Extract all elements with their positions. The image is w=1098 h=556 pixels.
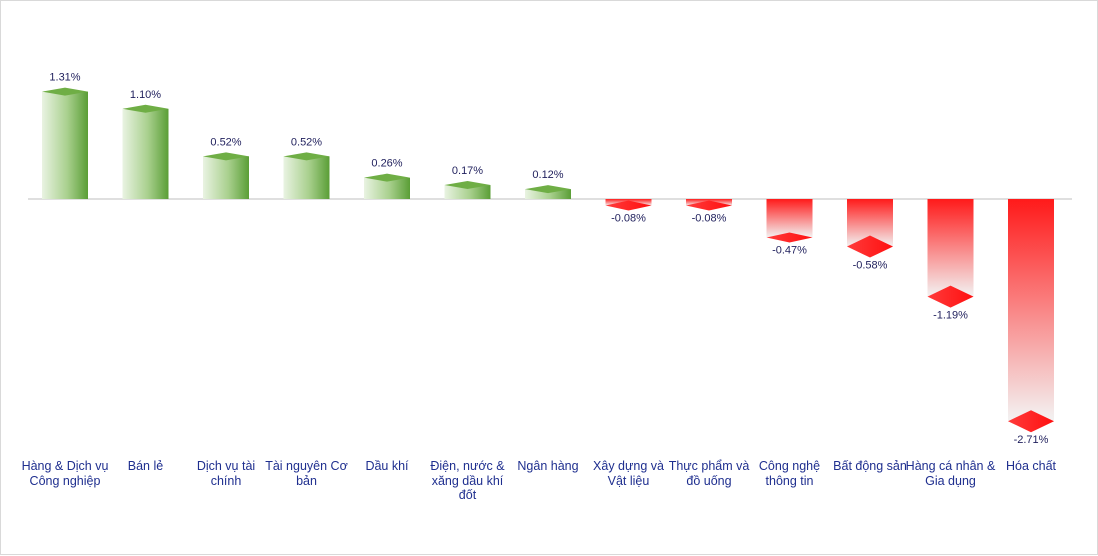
bar-top-cap: [42, 87, 88, 96]
category-label-7: Ngân hàng: [517, 459, 579, 473]
bar-bottom-cap: [847, 235, 893, 258]
category-label-6: Điện, nước & xăng dầu khí đốt: [430, 459, 505, 502]
bar-1: [42, 87, 88, 199]
bar-6: [444, 181, 491, 199]
bar-body: [444, 185, 491, 199]
category-label-13: Hóa chất: [1005, 459, 1057, 473]
bar-top-cap: [525, 185, 571, 194]
category-label-11: Bất động sản: [833, 459, 907, 473]
bar-body: [525, 189, 571, 199]
bar-top-cap: [122, 104, 169, 113]
data-label-1: 1.31%: [49, 72, 80, 84]
bar-13: [1008, 199, 1054, 433]
data-label-5: 0.26%: [371, 158, 402, 170]
data-label-7: 0.12%: [532, 169, 563, 181]
category-label-8: Xây dựng và Vật liệu: [593, 459, 664, 488]
data-label-3: 0.52%: [210, 136, 241, 148]
bar-12: [927, 199, 974, 308]
category-label-1: Hàng & Dịch vụ Công nghiệp: [21, 459, 109, 488]
data-labels-group: 1.31% 1.10% 0.52% 0.52% 0.26% 0.17% 0.12% -0.08…: [49, 72, 1048, 447]
data-label-2: 1.10%: [130, 89, 161, 101]
category-label-2: Bán lẻ: [127, 459, 164, 473]
bar-7: [525, 185, 571, 199]
category-label-5: Dầu khí: [365, 459, 409, 473]
bar-9: [686, 199, 732, 211]
bar-4: [283, 152, 330, 199]
bar-2: [122, 104, 169, 199]
category-label-4: Tài nguyên Cơ bản: [265, 459, 348, 488]
bar-top-cap: [283, 152, 330, 161]
data-label-11: -0.58%: [853, 260, 888, 272]
bar-body: [203, 156, 249, 199]
bars-group: [42, 87, 1054, 433]
bar-top-cap: [364, 173, 410, 182]
data-label-4: 0.52%: [291, 136, 322, 148]
bar-8: [605, 199, 652, 211]
bar-body: [42, 91, 88, 199]
bar-3: [203, 152, 249, 199]
category-label-12: Hàng cá nhân & Gia dụng: [905, 459, 996, 488]
bar-11: [847, 199, 893, 258]
bar-10: [766, 199, 813, 243]
data-label-12: -1.19%: [933, 310, 968, 322]
category-label-3: Dịch vụ tài chính: [196, 459, 256, 488]
bar-top-cap: [203, 152, 249, 161]
bar-bottom-cap: [927, 285, 974, 308]
bar-side-face: [632, 199, 652, 206]
bar-side-face: [954, 199, 974, 297]
bar-5: [364, 173, 410, 199]
data-label-6: 0.17%: [452, 165, 483, 177]
bar-bottom-cap: [766, 232, 813, 243]
bar-bottom-cap: [1008, 410, 1054, 433]
bar-body: [364, 177, 410, 199]
category-label-9: Thực phẩm và đồ uống: [668, 459, 750, 488]
bar-top-cap: [444, 181, 491, 190]
data-label-8: -0.08%: [611, 213, 646, 225]
bar-body: [283, 156, 330, 199]
data-label-13: -2.71%: [1014, 434, 1049, 446]
bar-bottom-cap: [605, 200, 652, 211]
bar-body: [122, 108, 169, 199]
bar-side-face: [1035, 199, 1054, 422]
bar-side-face: [713, 199, 732, 206]
category-label-10: Công nghệ thông tin: [758, 459, 821, 488]
data-label-9: -0.08%: [692, 213, 727, 225]
bar-side-face: [793, 199, 813, 238]
bar-side-face: [874, 199, 893, 247]
data-label-10: -0.47%: [772, 245, 807, 257]
bar-bottom-cap: [686, 200, 732, 211]
